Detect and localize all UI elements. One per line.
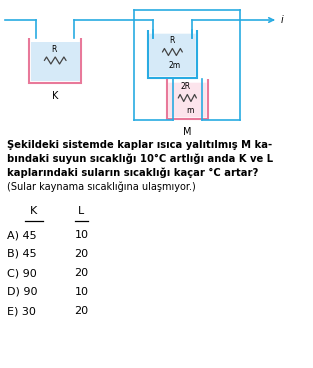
Text: 2m: 2m: [168, 61, 180, 70]
Text: (Sular kaynama sıcaklığına ulaşmıyor.): (Sular kaynama sıcaklığına ulaşmıyor.): [7, 182, 196, 192]
Text: 10: 10: [74, 230, 89, 240]
Text: E) 30: E) 30: [7, 306, 36, 316]
Text: Şekildeki sistemde kaplar ısıca yalıtılmış M ka-: Şekildeki sistemde kaplar ısıca yalıtılm…: [7, 140, 272, 150]
Text: 20: 20: [74, 249, 89, 259]
Text: 2R: 2R: [181, 82, 191, 91]
Text: L: L: [78, 206, 85, 216]
Text: i: i: [280, 15, 283, 25]
Text: bındaki suyun sıcaklığı 10°C artlığı anda K ve L: bındaki suyun sıcaklığı 10°C artlığı and…: [7, 154, 273, 164]
Text: 10: 10: [74, 287, 89, 297]
Text: K: K: [30, 206, 37, 216]
Text: K: K: [52, 91, 59, 101]
FancyBboxPatch shape: [31, 42, 80, 81]
Text: R: R: [169, 36, 174, 45]
Text: R: R: [52, 45, 57, 53]
Text: 20: 20: [74, 268, 89, 278]
Text: M: M: [183, 127, 192, 137]
Text: kaplarındaki suların sıcaklığı kaçar °C artar?: kaplarındaki suların sıcaklığı kaçar °C …: [7, 168, 259, 178]
Text: D) 90: D) 90: [7, 287, 38, 297]
FancyBboxPatch shape: [149, 34, 196, 76]
Text: 20: 20: [74, 306, 89, 316]
Text: m: m: [186, 106, 194, 115]
Text: B) 45: B) 45: [7, 249, 37, 259]
Text: C) 90: C) 90: [7, 268, 37, 278]
Text: A) 45: A) 45: [7, 230, 37, 240]
FancyBboxPatch shape: [168, 83, 207, 117]
